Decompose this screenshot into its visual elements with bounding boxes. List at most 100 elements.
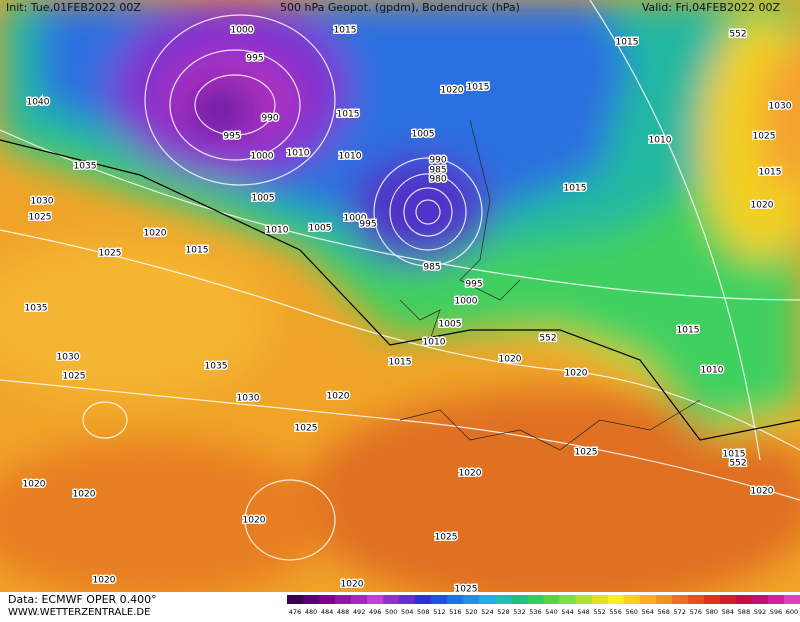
isobar-label: 1005: [412, 130, 435, 140]
isobar-label: 552: [539, 334, 556, 344]
colorbar-cell: [559, 595, 577, 604]
data-source: Data: ECMWF OPER 0.400°: [8, 593, 157, 606]
isobar-label: 985: [429, 166, 446, 176]
colorbar-cell: [655, 595, 673, 604]
isobar-label: 1020: [327, 392, 350, 402]
colorbar-cell: [479, 595, 496, 604]
isobar-label: 1005: [439, 320, 462, 330]
isobar-label: 1010: [287, 149, 310, 159]
isobar-label: 1020: [93, 576, 116, 586]
isobar-label: 1020: [73, 490, 96, 500]
isobar-label: 1020: [565, 369, 588, 379]
isobar-label: 995: [359, 220, 376, 230]
isobar-label: 1015: [334, 26, 357, 36]
isobar-label: 995: [465, 280, 482, 290]
colorbar-label: 552: [593, 608, 605, 616]
colorbar-cell: [383, 595, 400, 604]
isobar-label: 1020: [751, 487, 774, 497]
isobar-label: 1015: [337, 110, 360, 120]
isobar-label: 1015: [723, 450, 746, 460]
colorbar-label: 536: [529, 608, 541, 616]
colorbar-label: 512: [433, 608, 445, 616]
isobar-label: 1040: [27, 98, 50, 108]
isobar-label: 1000: [231, 26, 254, 36]
colorbar-label: 544: [561, 608, 573, 616]
isobar-label: 1015: [186, 246, 209, 256]
isobar-label: 552: [729, 459, 746, 469]
isobar-label: 990: [429, 156, 446, 166]
colorbar-cell: [447, 595, 464, 604]
colorbar-cell: [671, 595, 689, 604]
isobar-label: 1025: [575, 448, 598, 458]
isobar-label: 1030: [769, 102, 792, 112]
colorbar-cell: [431, 595, 448, 604]
isobar-label: 1025: [63, 372, 86, 382]
isobar-label: 1025: [455, 585, 478, 595]
colorbar-cell: [575, 595, 593, 604]
colorbar-label: 584: [722, 608, 734, 616]
colorbar-label: 480: [305, 608, 317, 616]
colorbar-cell: [511, 595, 528, 604]
colorbar-cell: [287, 595, 304, 604]
isobar-label: 1020: [459, 469, 482, 479]
colorbar-label: 564: [641, 608, 653, 616]
isobar-label: 1015: [759, 168, 782, 178]
isobar-labels: 1000 1015 995 990 995 1000 1010 1015 1010 1040 102…: [21, 24, 793, 596]
colorbar-label: 576: [690, 608, 702, 616]
colorbar-cell: [639, 595, 657, 604]
colorbar-label: 532: [513, 608, 525, 616]
isobar-label: 552: [729, 30, 746, 40]
isobar-label: 1025: [753, 132, 776, 142]
isobar-label: 1025: [435, 533, 458, 543]
isobar-label: 1035: [25, 304, 48, 314]
colorbar-cell: [703, 595, 721, 604]
isobar-label: 1000: [251, 152, 274, 162]
colorbar-cell: [399, 595, 416, 604]
colorbar-label: 588: [738, 608, 750, 616]
isobar-label: 1030: [237, 394, 260, 404]
isobar-label: 1020: [441, 86, 464, 96]
colorbar-cell: [751, 595, 769, 604]
isobar-label: 995: [246, 54, 263, 64]
colorbar-label: 484: [321, 608, 333, 616]
colorbar-label: 548: [577, 608, 589, 616]
isobar-label: 1010: [701, 366, 724, 376]
isobar-label: 1015: [389, 358, 412, 368]
colorbar-cell: [367, 595, 384, 604]
isobar-label: 1020: [499, 355, 522, 365]
isobar-label: 1015: [677, 326, 700, 336]
isobar-label: 1000: [455, 297, 478, 307]
isobar-label: 1030: [31, 197, 54, 207]
colorbar-cell: [687, 595, 705, 604]
isobar-label: 1020: [144, 229, 167, 239]
colorbar-label: 476: [289, 608, 301, 616]
isobar-label: 1015: [564, 184, 587, 194]
colorbar-cell: [415, 595, 432, 604]
colorbar-cell: [783, 595, 800, 604]
isobar-label: 1020: [243, 516, 266, 526]
colorbar-cell: [719, 595, 737, 604]
colorbar-label: 600: [786, 608, 798, 616]
colorbar-label: 520: [465, 608, 477, 616]
colorbar-label: 504: [401, 608, 413, 616]
isobar-label: 1015: [467, 83, 490, 93]
colorbar-cell: [463, 595, 480, 604]
isobar-label: 980: [429, 175, 446, 185]
isobar-label: 1020: [751, 201, 774, 211]
isobar-label: 990: [261, 114, 278, 124]
colorbar-cell: [495, 595, 512, 604]
colorbar-label: 572: [674, 608, 686, 616]
colorbar-cell: [767, 595, 785, 604]
colorbar-label: 508: [417, 608, 429, 616]
isobar-label: 1020: [23, 480, 46, 490]
isobar-label: 1025: [295, 424, 318, 434]
colorbar-label: 492: [353, 608, 365, 616]
colorbar-label: 488: [337, 608, 349, 616]
colorbar-label: 592: [754, 608, 766, 616]
isobar-label: 1010: [423, 338, 446, 348]
isobar-label: 1030: [57, 353, 80, 363]
colorbar-label: 528: [497, 608, 509, 616]
colorbar-cell: [319, 595, 336, 604]
